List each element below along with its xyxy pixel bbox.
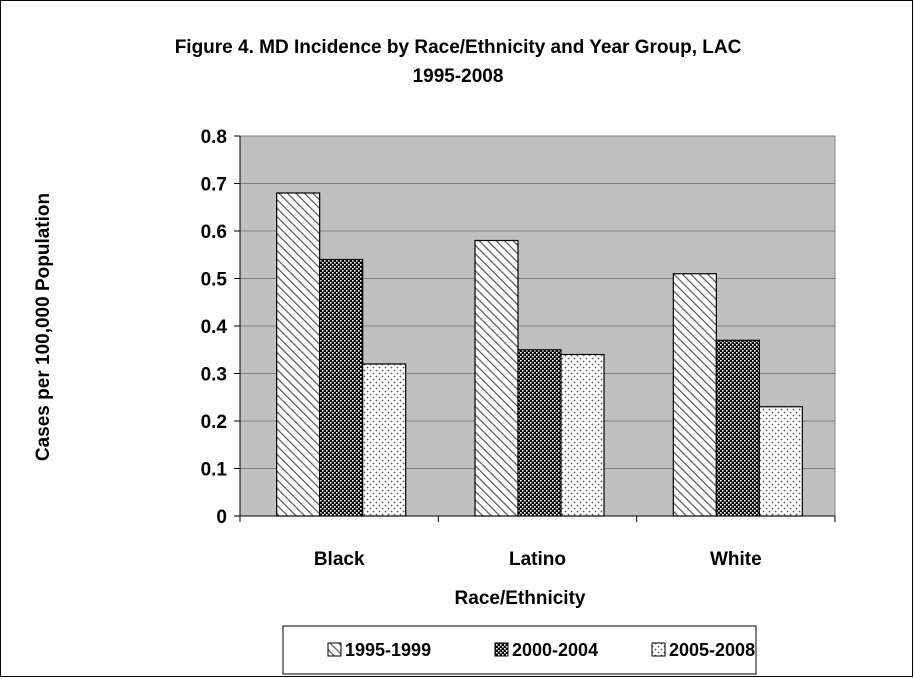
legend-label-2000-2004: 2000-2004	[512, 640, 598, 660]
y-tick-label: 0.6	[201, 222, 227, 243]
chart-subtitle: 1995-2008	[413, 66, 504, 87]
axes	[234, 135, 836, 522]
y-tick-label: 0.1	[201, 460, 228, 481]
legend: 1995-1999 2000-2004 2005-2008	[282, 625, 757, 675]
bar-latino-2005-2008	[560, 353, 605, 517]
bar-white-2005-2008	[758, 406, 803, 517]
legend-label-1995-1999: 1995-1999	[345, 640, 431, 660]
y-tick-label: 0.2	[201, 412, 227, 433]
bar-white-2000-2004	[715, 339, 760, 517]
x-tick-labels: Black Latino White	[314, 549, 762, 570]
chart-title: Figure 4. MD Incidence by Race/Ethnicity…	[175, 37, 742, 58]
bar-latino-2000-2004	[517, 349, 562, 517]
y-tick-labels: 0 0.1 0.2 0.3 0.4 0.5 0.6 0.7 0.8	[201, 127, 228, 528]
legend-swatch-1995-1999	[327, 642, 342, 657]
bar-white-1995-1999	[672, 273, 717, 517]
x-tick-label-black: Black	[314, 549, 365, 570]
legend-label-2005-2008: 2005-2008	[669, 640, 755, 660]
bar-black-1995-1999	[276, 192, 321, 517]
bar-latino-1995-1999	[474, 239, 519, 517]
y-tick-label: 0.8	[201, 127, 227, 148]
bars	[276, 192, 803, 517]
bar-black-2005-2008	[362, 363, 407, 517]
legend-swatch-2000-2004	[494, 642, 509, 657]
y-tick-label: 0.4	[201, 317, 228, 338]
y-axis-title: Cases per 100,000 Population	[33, 193, 54, 461]
y-tick-label: 0.3	[201, 365, 227, 386]
legend-box	[282, 625, 757, 675]
x-tick-label-latino: Latino	[509, 549, 566, 570]
legend-swatch-2005-2008	[651, 642, 666, 657]
y-tick-label: 0	[216, 507, 227, 528]
x-tick-label-white: White	[710, 549, 762, 570]
y-tick-label: 0.7	[201, 175, 227, 196]
x-axis-title: Race/Ethnicity	[455, 588, 586, 609]
y-tick-label: 0.5	[201, 270, 228, 291]
bar-black-2000-2004	[319, 258, 364, 517]
